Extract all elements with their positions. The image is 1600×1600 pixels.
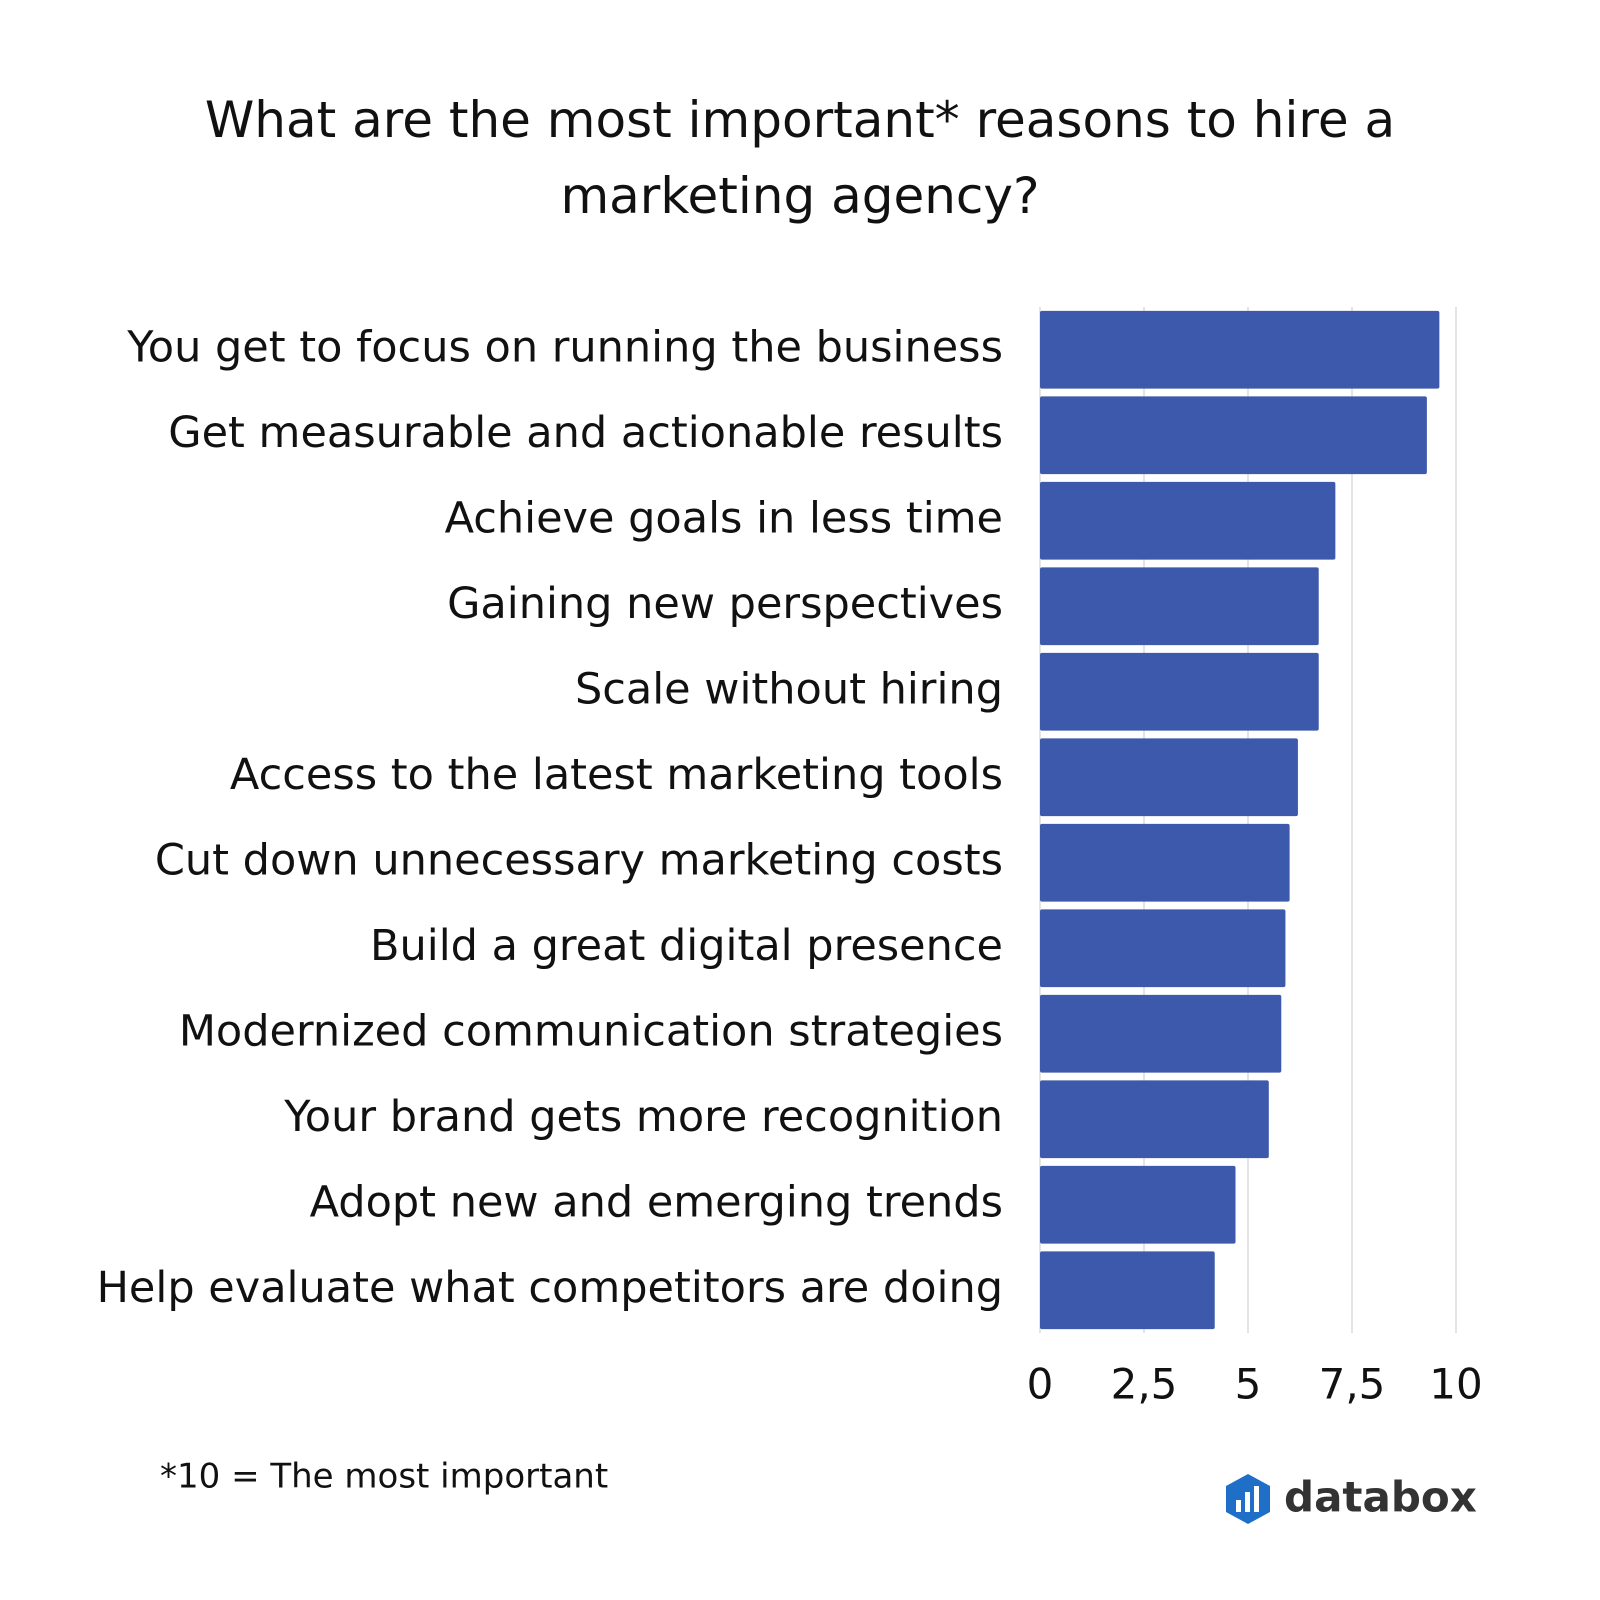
y-tick-label: Cut down unnecessary marketing costs — [155, 835, 1003, 885]
bar — [1040, 1080, 1269, 1159]
bar — [1040, 994, 1282, 1073]
y-tick-label: Adopt new and emerging trends — [310, 1177, 1003, 1227]
y-tick-label: Achieve goals in less time — [445, 493, 1003, 543]
bar — [1040, 738, 1298, 817]
y-tick-label: Your brand gets more recognition — [283, 1092, 1003, 1142]
logo-icon-bar — [1245, 1492, 1250, 1512]
x-tick-label: 5 — [1235, 1360, 1262, 1409]
y-tick-label: Access to the latest marketing tools — [230, 750, 1003, 800]
chart-title: What are the most important* reasons to … — [204, 91, 1396, 225]
bar — [1040, 823, 1290, 902]
x-tick-label: 7,5 — [1319, 1360, 1386, 1409]
y-tick-label: Scale without hiring — [575, 664, 1003, 714]
x-tick-label: 10 — [1429, 1360, 1482, 1409]
y-tick-label: You get to focus on running the business — [126, 322, 1003, 372]
y-tick-label: Help evaluate what competitors are doing — [97, 1263, 1003, 1313]
logo-icon-bar — [1254, 1486, 1259, 1512]
brand-logo: databox — [1226, 1473, 1477, 1524]
bar — [1040, 481, 1336, 560]
y-tick-label: Gaining new perspectives — [447, 579, 1003, 629]
bar — [1040, 909, 1286, 988]
bar — [1040, 396, 1427, 475]
footnote: *10 = The most important — [160, 1457, 608, 1497]
bar — [1040, 1251, 1215, 1330]
y-tick-label: Modernized communication strategies — [179, 1006, 1003, 1056]
bar — [1040, 1165, 1236, 1244]
y-tick-label: Build a great digital presence — [370, 921, 1003, 971]
x-tick-label: 2,5 — [1111, 1360, 1178, 1409]
x-tick-label: 0 — [1027, 1360, 1054, 1409]
bar — [1040, 310, 1440, 389]
logo-icon-bar — [1236, 1500, 1241, 1512]
bar — [1040, 567, 1319, 646]
bar — [1040, 652, 1319, 731]
brand-name: databox — [1284, 1473, 1477, 1522]
y-tick-label: Get measurable and actionable results — [168, 408, 1003, 458]
